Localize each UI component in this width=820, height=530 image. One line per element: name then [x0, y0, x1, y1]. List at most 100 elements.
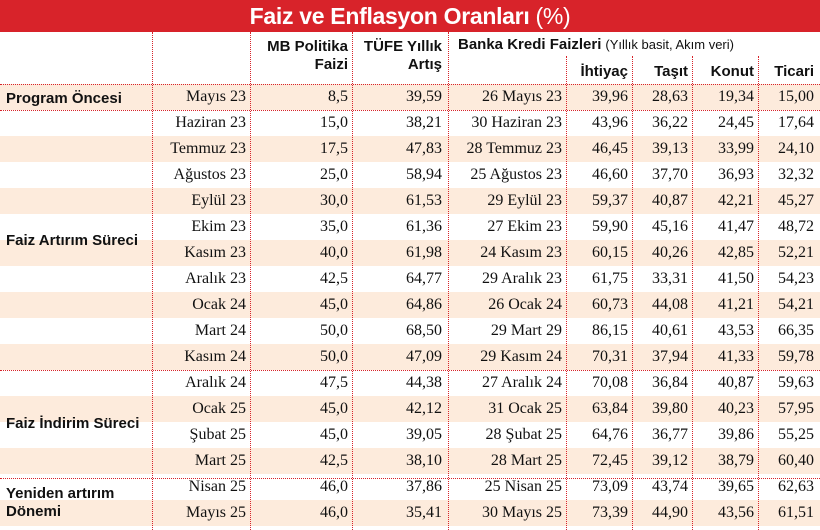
row-divider — [0, 478, 820, 479]
cell-ihtiyac: 39,96 — [592, 88, 628, 105]
cell-cpi: 61,36 — [406, 218, 442, 235]
header-ticari: Ticari — [774, 63, 814, 80]
cell-policy-rate: 50,0 — [320, 348, 348, 365]
column-header: MB Politika Faizi TÜFE Yıllık Artış Bank… — [0, 32, 820, 84]
title-unit: (%) — [535, 3, 571, 29]
cell-ticari: 59,78 — [778, 348, 814, 365]
cell-policy-rate: 45,0 — [320, 400, 348, 417]
cell-tasit: 44,08 — [652, 296, 688, 313]
cell-month: Nisan 25 — [188, 478, 246, 495]
cell-month: Temmuz 23 — [170, 140, 246, 157]
cell-policy-rate: 46,0 — [320, 478, 348, 495]
table-row: Ağustos 23 25,0 58,94 25 Ağustos 23 46,60 37,… — [0, 162, 820, 188]
cell-cpi: 64,86 — [406, 296, 442, 313]
cell-date: 28 Şubat 25 — [485, 426, 562, 443]
header-policy-rate: MB Politika Faizi — [267, 38, 348, 73]
cell-cpi: 61,98 — [406, 244, 442, 261]
cell-ihtiyac: 73,39 — [592, 504, 628, 521]
cell-ticari: 61,51 — [778, 504, 814, 521]
column-divider — [632, 56, 633, 530]
cell-ticari: 60,40 — [778, 452, 814, 469]
cell-date: 24 Kasım 23 — [480, 244, 562, 261]
cell-date: 26 Mayıs 23 — [482, 88, 562, 105]
cell-cpi: 47,83 — [406, 140, 442, 157]
cell-ticari: 62,63 — [778, 478, 814, 495]
cell-cpi: 58,94 — [406, 166, 442, 183]
cell-ticari: 54,21 — [778, 296, 814, 313]
cell-ihtiyac: 70,08 — [592, 374, 628, 391]
table-row: Temmuz 23 17,5 47,83 28 Temmuz 23 46,45 39,13… — [0, 136, 820, 162]
cell-konut: 40,87 — [718, 374, 754, 391]
cell-ihtiyac: 60,73 — [592, 296, 628, 313]
table-row: Ocak 24 45,0 64,86 26 Ocak 24 60,73 44,08 41,2… — [0, 292, 820, 318]
cell-policy-rate: 42,5 — [320, 270, 348, 287]
cell-cpi: 68,50 — [406, 322, 442, 339]
cell-tasit: 37,94 — [652, 348, 688, 365]
cell-date: 28 Temmuz 23 — [466, 140, 562, 157]
cell-konut: 41,21 — [718, 296, 754, 313]
table-row: Haziran 23 15,0 38,21 30 Haziran 23 43,96 36,… — [0, 110, 820, 136]
cell-policy-rate: 45,0 — [320, 426, 348, 443]
cell-policy-rate: 42,5 — [320, 452, 348, 469]
row-divider — [0, 110, 820, 111]
cell-month: Ekim 23 — [191, 218, 246, 235]
cell-policy-rate: 35,0 — [320, 218, 348, 235]
cell-konut: 43,56 — [718, 504, 754, 521]
cell-date: 30 Mayıs 25 — [482, 504, 562, 521]
cell-cpi: 61,53 — [406, 192, 442, 209]
cell-ticari: 59,63 — [778, 374, 814, 391]
cell-tasit: 37,70 — [652, 166, 688, 183]
cell-ihtiyac: 59,90 — [592, 218, 628, 235]
header-bank-group: Banka Kredi Faizleri (Yıllık basit, Akım … — [458, 36, 818, 54]
cell-konut: 41,47 — [718, 218, 754, 235]
cell-ticari: 57,95 — [778, 400, 814, 417]
cell-month: Ağustos 23 — [173, 166, 246, 183]
cell-date: 28 Mart 25 — [490, 452, 562, 469]
cell-ticari: 45,27 — [778, 192, 814, 209]
cell-policy-rate: 46,0 — [320, 504, 348, 521]
cell-month: Ocak 25 — [192, 400, 246, 417]
cell-month: Mayıs 23 — [186, 88, 246, 105]
phase-program-oncesi: Program Öncesi — [6, 90, 122, 107]
cell-policy-rate: 45,0 — [320, 296, 348, 313]
table-title: Faiz ve Enflasyon Oranları (%) — [0, 0, 820, 32]
cell-month: Aralık 24 — [185, 374, 246, 391]
table-row: Mart 24 50,0 68,50 29 Mart 29 86,15 40,61 43,5… — [0, 318, 820, 344]
cell-policy-rate: 40,0 — [320, 244, 348, 261]
cell-policy-rate: 8,5 — [328, 88, 348, 105]
cell-konut: 43,53 — [718, 322, 754, 339]
cell-ihtiyac: 63,84 — [592, 400, 628, 417]
cell-konut: 39,86 — [718, 426, 754, 443]
cell-ihtiyac: 61,75 — [592, 270, 628, 287]
cell-konut: 40,23 — [718, 400, 754, 417]
cell-ticari: 24,10 — [778, 140, 814, 157]
cell-month: Şubat 25 — [189, 426, 246, 443]
cell-konut: 36,93 — [718, 166, 754, 183]
row-divider — [0, 370, 820, 371]
cell-month: Mart 25 — [194, 452, 246, 469]
table-row: Ekim 23 35,0 61,36 27 Ekim 23 59,90 45,16 41,4… — [0, 214, 820, 240]
cell-cpi: 35,41 — [406, 504, 442, 521]
table-row: Kasım 23 40,0 61,98 24 Kasım 23 60,15 40,26 42… — [0, 240, 820, 266]
cell-month: Mart 24 — [194, 322, 246, 339]
cell-policy-rate: 47,5 — [320, 374, 348, 391]
row-divider — [0, 84, 820, 85]
header-ihtiyac: İhtiyaç — [580, 63, 628, 80]
cell-date: 29 Mart 29 — [490, 322, 562, 339]
header-cpi: TÜFE Yıllık Artış — [363, 38, 442, 73]
cell-konut: 38,79 — [718, 452, 754, 469]
cell-tasit: 40,87 — [652, 192, 688, 209]
cell-date: 30 Haziran 23 — [471, 114, 562, 131]
cell-ticari: 52,21 — [778, 244, 814, 261]
cell-ihtiyac: 72,45 — [592, 452, 628, 469]
cell-month: Kasım 24 — [184, 348, 246, 365]
cell-date: 25 Ağustos 23 — [470, 166, 562, 183]
cell-tasit: 36,77 — [652, 426, 688, 443]
cell-date: 27 Aralık 24 — [482, 374, 562, 391]
table-row: Eylül 23 30,0 61,53 29 Eylül 23 59,37 40,87 42… — [0, 188, 820, 214]
table-row: Nisan 25 46,0 37,86 25 Nisan 25 73,09 43,74 39… — [0, 474, 820, 500]
cell-cpi: 47,09 — [406, 348, 442, 365]
cell-ihtiyac: 46,60 — [592, 166, 628, 183]
phase-faiz-indirim: Faiz İndirim Süreci — [6, 415, 140, 432]
table-row: Şubat 25 45,0 39,05 28 Şubat 25 64,76 36,77 39… — [0, 422, 820, 448]
